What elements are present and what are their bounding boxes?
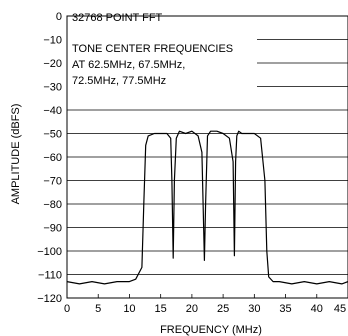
y-tick-label: −20: [43, 58, 62, 70]
y-tick-label: −30: [43, 82, 62, 94]
x-tick-label: 35: [279, 303, 291, 315]
y-tick-label: −60: [43, 152, 62, 164]
x-tick-label: 30: [248, 303, 260, 315]
y-tick-label: −70: [43, 176, 62, 188]
y-tick-label: −110: [38, 270, 62, 282]
annotation-box: 32768 POINT FFT TONE CENTER FREQUENCIES …: [67, 4, 257, 96]
x-axis-title: FREQUENCY (MHz): [160, 324, 262, 336]
x-tick-label: 15: [155, 303, 167, 315]
y-axis: 0 −10 −20 −30 −40 −50 −60 −70 −80 −90 −100 −110 −120: [37, 11, 62, 305]
annotation-line-2: TONE CENTER FREQUENCIES: [72, 43, 233, 55]
y-tick-label: −120: [37, 293, 62, 305]
x-axis: 0 5 10 15 20 25 30 35 40 45: [64, 294, 348, 315]
annotation-line-4: 72.5MHz, 77.5MHz: [72, 75, 166, 87]
y-tick-label: 0: [56, 11, 62, 23]
x-tick-label: 5: [95, 303, 101, 315]
y-tick-label: −10: [43, 35, 62, 47]
y-tick-label: −50: [43, 129, 62, 141]
x-tick-label: 20: [186, 303, 198, 315]
x-tick-label: 0: [64, 303, 70, 315]
annotation-line-3: AT 62.5MHz, 67.5MHz,: [72, 59, 185, 71]
y-tick-label: −100: [37, 246, 62, 258]
y-tick-label: −80: [43, 199, 62, 211]
y-tick-label: −40: [43, 105, 62, 117]
x-tick-label: 10: [123, 303, 135, 315]
x-tick-label: 25: [217, 303, 229, 315]
fft-trace: [66, 130, 348, 285]
annotation-line-1: 32768 POINT FFT: [72, 12, 163, 24]
y-axis-title: AMPLITUDE (dBFS): [10, 104, 22, 205]
x-tick-label: 45: [334, 303, 346, 315]
plot-frame: [66, 15, 348, 299]
y-tick-label: −90: [43, 223, 62, 235]
x-tick-label: 40: [311, 303, 323, 315]
